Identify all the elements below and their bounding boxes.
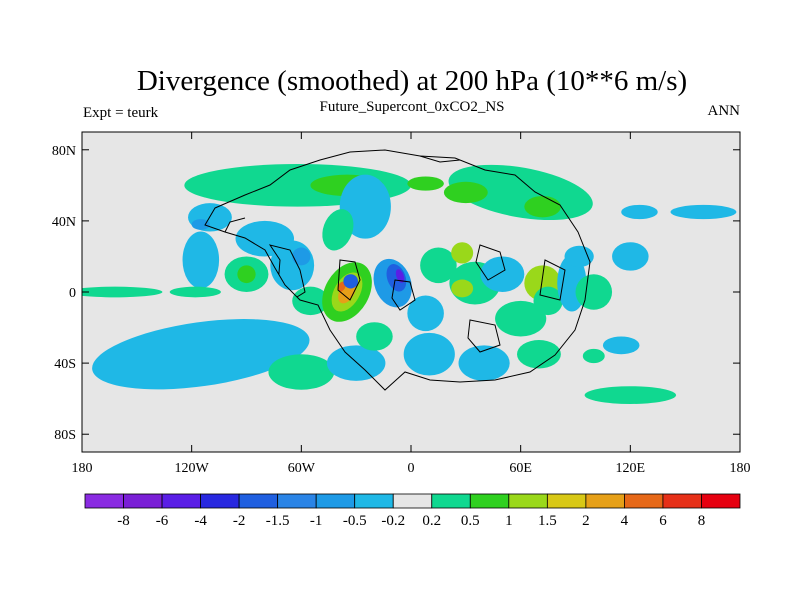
divergence-contour-31 bbox=[495, 300, 547, 337]
colorbar: -8 -6 -4 -2 -1.5 -1 -0.5 -0.2 0.2 0.5 1 1.5 2 4 6 8 bbox=[84, 493, 741, 529]
divergence-contour-50 bbox=[584, 386, 677, 404]
divergence-contour-29 bbox=[451, 279, 474, 298]
colorbar-swatch-1 bbox=[123, 493, 163, 509]
divergence-contour-26 bbox=[451, 242, 474, 264]
colorbar-swatch-7 bbox=[354, 493, 394, 509]
divergence-contour-46 bbox=[403, 332, 455, 376]
divergence-contour-36 bbox=[564, 245, 594, 268]
colorbar-swatch-14 bbox=[624, 493, 664, 509]
experiment-label: Expt = teurk bbox=[83, 105, 159, 121]
colorbar-label-10: 1 bbox=[505, 513, 513, 529]
colorbar-swatch-2 bbox=[161, 493, 201, 509]
colorbar-label-1: -6 bbox=[156, 513, 169, 529]
divergence-contour-40 bbox=[169, 286, 221, 298]
divergence-contour-30 bbox=[480, 256, 525, 292]
divergence-contour-5 bbox=[524, 196, 561, 218]
divergence-contour-25 bbox=[420, 247, 457, 284]
divergence-contour-24 bbox=[395, 269, 405, 283]
divergence-contour-4 bbox=[443, 181, 488, 204]
colorbar-label-14: 6 bbox=[659, 513, 667, 529]
divergence-field bbox=[82, 164, 737, 404]
divergence-contour-51 bbox=[670, 204, 737, 220]
colorbar-label-9: 0.5 bbox=[461, 513, 480, 529]
divergence-contour-35 bbox=[575, 274, 613, 310]
divergence-contour-15 bbox=[292, 247, 311, 266]
divergence-contour-41 bbox=[582, 348, 605, 364]
divergence-contour-48 bbox=[458, 345, 510, 381]
colorbar-label-2: -4 bbox=[194, 513, 207, 529]
y-tick-label-1: 40N bbox=[52, 215, 76, 230]
divergence-contour-27 bbox=[407, 295, 444, 332]
colorbar-label-15: 8 bbox=[698, 513, 706, 529]
divergence-contour-33 bbox=[533, 286, 563, 316]
divergence-contour-39 bbox=[82, 286, 163, 298]
divergence-contour-9 bbox=[191, 219, 210, 230]
x-axis: 180 120W 60W 0 60E 120E 180 bbox=[72, 132, 751, 476]
divergence-contour-47 bbox=[356, 322, 393, 351]
colorbar-swatch-0 bbox=[84, 493, 124, 509]
x-tick-label-1: 120W bbox=[175, 461, 210, 476]
y-tick-label-4: 80S bbox=[54, 428, 76, 443]
colorbar-label-8: 0.2 bbox=[422, 513, 441, 529]
y-axis: 80N 40N 0 40S 80S bbox=[52, 144, 740, 443]
x-tick-label-6: 180 bbox=[730, 461, 751, 476]
colorbar-label-0: -8 bbox=[117, 513, 130, 529]
y-tick-label-2: 0 bbox=[69, 286, 76, 301]
chart-subtitle: Future_Supercont_0xCO2_NS bbox=[320, 99, 505, 115]
colorbar-swatch-10 bbox=[469, 493, 510, 509]
colorbar-label-11: 1.5 bbox=[538, 513, 557, 529]
divergence-contour-11 bbox=[182, 231, 220, 289]
x-tick-label-3: 0 bbox=[408, 461, 415, 476]
y-tick-label-0: 80N bbox=[52, 144, 76, 159]
chart-title: Divergence (smoothed) at 200 hPa (10**6 … bbox=[137, 65, 687, 97]
colorbar-swatch-9 bbox=[431, 493, 471, 509]
colorbar-swatch-5 bbox=[277, 493, 317, 509]
colorbar-swatch-3 bbox=[200, 493, 240, 509]
colorbar-swatch-12 bbox=[546, 493, 587, 509]
divergence-contour-43 bbox=[92, 319, 310, 390]
colorbar-swatch-16 bbox=[701, 493, 741, 509]
divergence-contour-23 bbox=[386, 264, 407, 292]
x-tick-label-2: 60W bbox=[288, 461, 316, 476]
colorbar-swatch-8 bbox=[392, 493, 433, 509]
divergence-contour-2 bbox=[407, 176, 444, 191]
colorbar-label-5: -1 bbox=[310, 513, 323, 529]
colorbar-label-7: -0.2 bbox=[381, 513, 405, 529]
divergence-contour-37 bbox=[612, 242, 649, 271]
colorbar-label-3: -2 bbox=[233, 513, 246, 529]
divergence-contour-45 bbox=[326, 345, 386, 381]
divergence-contour-7 bbox=[322, 209, 354, 251]
divergence-contour-42 bbox=[602, 336, 640, 355]
divergence-contour-44 bbox=[268, 354, 335, 390]
divergence-contour-49 bbox=[517, 340, 561, 369]
colorbar-label-13: 4 bbox=[621, 513, 629, 529]
colorbar-swatch-11 bbox=[508, 493, 548, 509]
y-tick-label-3: 40S bbox=[54, 357, 76, 372]
divergence-contour-38 bbox=[621, 204, 658, 220]
divergence-contour-20 bbox=[337, 281, 346, 292]
colorbar-label-12: 2 bbox=[582, 513, 590, 529]
divergence-contour-13 bbox=[237, 265, 256, 284]
divergence-contour-14 bbox=[270, 240, 315, 291]
colorbar-swatch-15 bbox=[662, 493, 702, 509]
divergence-contour-21 bbox=[343, 274, 358, 289]
x-tick-label-0: 180 bbox=[72, 461, 93, 476]
colorbar-swatch-13 bbox=[585, 493, 625, 509]
x-tick-label-5: 120E bbox=[616, 461, 646, 476]
colorbar-swatch-4 bbox=[238, 493, 279, 509]
colorbar-label-6: -0.5 bbox=[343, 513, 367, 529]
season-label: ANN bbox=[708, 103, 741, 119]
supercontinent-coastline bbox=[204, 149, 591, 391]
colorbar-swatch-6 bbox=[315, 493, 356, 509]
colorbar-label-4: -1.5 bbox=[266, 513, 290, 529]
x-tick-label-4: 60E bbox=[509, 461, 532, 476]
